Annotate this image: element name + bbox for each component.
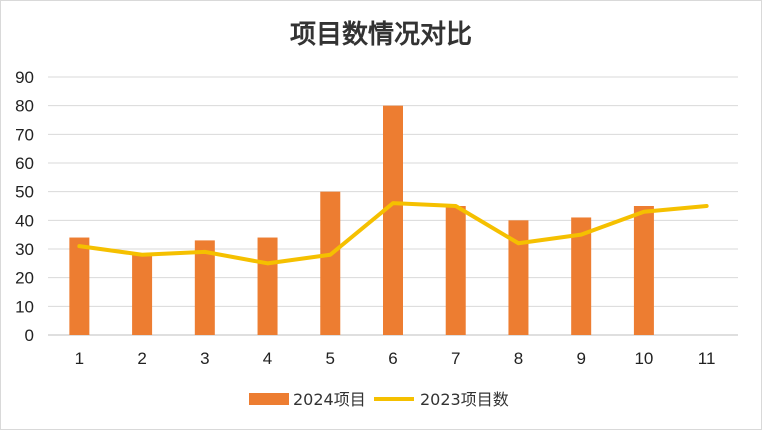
x-tick-label: 11	[698, 349, 716, 368]
bar	[508, 220, 529, 335]
y-tick-label: 40	[15, 211, 34, 230]
x-tick-label: 1	[75, 349, 84, 368]
chart-title: 项目数情况对比	[289, 20, 472, 50]
x-tick-label: 7	[451, 349, 460, 368]
y-tick-label: 70	[15, 125, 34, 144]
bar	[571, 217, 592, 335]
y-tick-label: 0	[25, 326, 34, 345]
y-tick-label: 30	[15, 240, 34, 259]
bar	[383, 105, 403, 336]
bar	[257, 237, 278, 335]
x-tick-label: 5	[326, 349, 335, 368]
bar	[132, 254, 153, 335]
x-tick-label: 10	[634, 349, 653, 368]
bar	[194, 240, 215, 335]
bar	[633, 206, 654, 335]
line-series	[77, 201, 709, 266]
legend-line-label: 2023项目数	[420, 390, 509, 409]
y-tick-label: 80	[15, 97, 34, 116]
x-tick-label: 3	[200, 349, 209, 368]
y-tick-label: 90	[15, 68, 34, 87]
bar	[320, 191, 341, 335]
y-tick-label: 10	[15, 297, 34, 316]
legend-bar-swatch	[249, 393, 289, 405]
x-tick-label: 6	[388, 349, 397, 368]
bar	[69, 237, 90, 335]
legend-bar-label: 2024项目	[293, 390, 366, 409]
x-axis-ticks: 1 2 3 4 5 6 7 8 9 10 11	[75, 349, 716, 368]
x-tick-label: 8	[514, 349, 523, 368]
x-tick-label: 9	[576, 349, 585, 368]
y-tick-label: 20	[15, 269, 34, 288]
y-axis-ticks: 0 10 20 30 40 50 60 70 80 90	[15, 68, 34, 345]
x-tick-label: 4	[263, 349, 272, 368]
y-tick-label: 50	[15, 183, 34, 202]
y-tick-label: 60	[15, 154, 34, 173]
legend: 2024项目 2023项目数	[249, 390, 509, 409]
bar	[445, 206, 466, 335]
x-tick-label: 2	[137, 349, 146, 368]
